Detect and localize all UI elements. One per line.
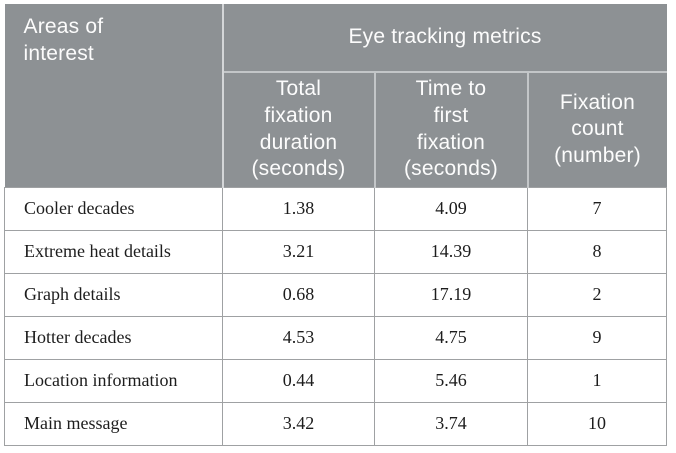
fixation-count-label: Fixation count (number) (554, 90, 641, 168)
value-cell-time-to-first-fixation: 14.39 (374, 229, 528, 274)
table-row: Graph details 0.68 17.19 2 (4, 272, 667, 317)
eye-tracking-metrics-label: Eye tracking metrics (348, 25, 542, 49)
row-header-cell: Extreme heat details (4, 229, 223, 274)
row-header-cell: Main message (4, 401, 223, 446)
time-to-first-fixation-label: Time to first fixation (seconds) (403, 77, 498, 181)
value-cell-fixation-count: 8 (527, 229, 667, 274)
table-row: Cooler decades 1.38 4.09 7 (4, 186, 667, 231)
value-cell-fixation-count: 9 (527, 315, 667, 360)
column-header-total-fixation-duration: Total fixation duration (seconds) (222, 72, 375, 187)
value-cell-time-to-first-fixation: 4.75 (374, 315, 528, 360)
value-cell-fixation-count: 1 (527, 358, 667, 403)
value-cell-total-fixation-duration: 0.44 (222, 358, 375, 403)
value-cell-time-to-first-fixation: 17.19 (374, 272, 528, 317)
value-cell-total-fixation-duration: 1.38 (222, 186, 375, 231)
value-cell-total-fixation-duration: 0.68 (222, 272, 375, 317)
areas-of-interest-label: Areas of interest (23, 15, 104, 65)
row-header-cell: Location information (4, 358, 223, 403)
table-row: Hotter decades 4.53 4.75 9 (4, 315, 667, 360)
column-header-fixation-count: Fixation count (number) (526, 72, 667, 187)
value-cell-time-to-first-fixation: 3.74 (374, 401, 528, 446)
value-cell-total-fixation-duration: 4.53 (222, 315, 375, 360)
row-header-cell: Hotter decades (4, 315, 223, 360)
value-cell-time-to-first-fixation: 5.46 (374, 358, 528, 403)
row-header-cell: Cooler decades (4, 186, 223, 231)
group-header-eye-tracking-metrics: Eye tracking metrics (222, 4, 667, 73)
value-cell-total-fixation-duration: 3.21 (222, 229, 375, 274)
table-row: Location information 0.44 5.46 1 (4, 358, 667, 403)
value-cell-time-to-first-fixation: 4.09 (374, 186, 528, 231)
column-header-time-to-first-fixation: Time to first fixation (seconds) (373, 72, 528, 187)
row-header-cell: Graph details (4, 272, 223, 317)
value-cell-fixation-count: 10 (527, 401, 667, 446)
eye-tracking-metrics-table: Areas of interest Eye tracking metrics T… (4, 4, 667, 446)
value-cell-fixation-count: 7 (527, 186, 667, 231)
value-cell-fixation-count: 2 (527, 272, 667, 317)
column-header-areas-of-interest: Areas of interest (4, 4, 224, 187)
value-cell-total-fixation-duration: 3.42 (222, 401, 375, 446)
table-row: Main message 3.42 3.74 10 (4, 401, 667, 446)
total-fixation-duration-label: Total fixation duration (seconds) (251, 77, 346, 181)
table-row: Extreme heat details 3.21 14.39 8 (4, 229, 667, 274)
